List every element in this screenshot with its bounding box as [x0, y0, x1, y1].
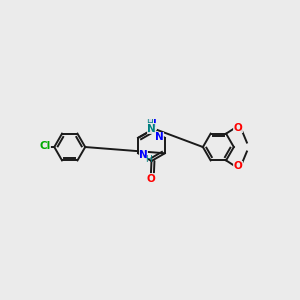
Text: N: N: [139, 150, 148, 160]
Text: N: N: [147, 124, 156, 134]
Text: H: H: [147, 119, 153, 128]
Text: N: N: [148, 119, 157, 129]
Text: O: O: [234, 161, 242, 171]
Text: H: H: [145, 155, 152, 164]
Text: Cl: Cl: [39, 141, 50, 152]
Text: O: O: [234, 123, 242, 133]
Text: O: O: [146, 174, 155, 184]
Text: N: N: [155, 132, 164, 142]
